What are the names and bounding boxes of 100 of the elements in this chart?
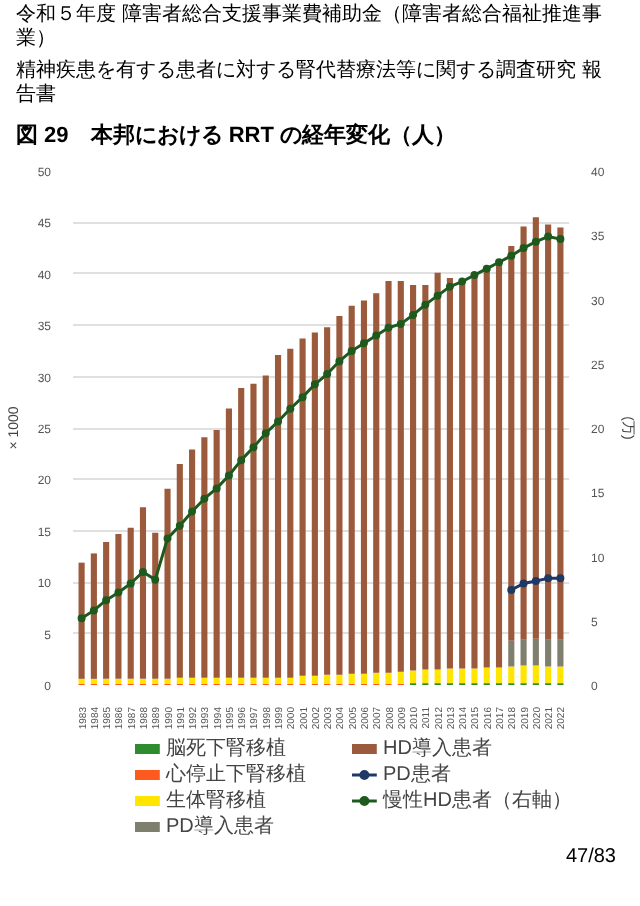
point bbox=[274, 417, 283, 426]
bar bbox=[520, 665, 527, 684]
bar bbox=[262, 375, 269, 679]
bar bbox=[103, 679, 110, 685]
point bbox=[224, 471, 233, 480]
bar bbox=[225, 678, 232, 685]
bar bbox=[459, 281, 466, 669]
point bbox=[151, 576, 160, 584]
text: 47/83 bbox=[565, 846, 616, 871]
point bbox=[114, 588, 123, 597]
bar bbox=[410, 670, 417, 684]
bar bbox=[373, 673, 380, 685]
bar bbox=[90, 553, 97, 680]
point bbox=[519, 244, 528, 253]
bar bbox=[373, 293, 380, 674]
bar bbox=[385, 673, 392, 685]
bar bbox=[545, 640, 552, 667]
bar bbox=[557, 227, 564, 641]
point bbox=[89, 606, 98, 615]
bar bbox=[152, 679, 159, 685]
point bbox=[347, 347, 356, 356]
point bbox=[507, 586, 516, 595]
point bbox=[556, 235, 565, 244]
bar bbox=[532, 665, 539, 684]
legend-label: HD導入患者 bbox=[383, 736, 492, 761]
bar bbox=[495, 260, 503, 668]
bar bbox=[250, 678, 257, 685]
point bbox=[519, 579, 528, 588]
bar bbox=[360, 674, 368, 685]
point bbox=[384, 324, 393, 333]
bar bbox=[545, 666, 552, 684]
point bbox=[544, 232, 553, 241]
bar bbox=[495, 667, 503, 684]
bar bbox=[164, 679, 171, 685]
bar bbox=[422, 285, 429, 670]
point bbox=[188, 507, 197, 516]
point bbox=[359, 339, 368, 348]
bar bbox=[299, 338, 306, 677]
point bbox=[286, 405, 295, 414]
bar bbox=[557, 640, 564, 667]
bar bbox=[483, 269, 490, 668]
bar bbox=[410, 285, 417, 671]
bar bbox=[127, 679, 134, 685]
chart-title: 図 29 本邦における RRT の経年変化（人） bbox=[16, 124, 457, 151]
bar bbox=[520, 226, 527, 641]
point bbox=[372, 331, 381, 340]
legend-label: 脳死下腎移植 bbox=[166, 736, 286, 761]
bar bbox=[532, 217, 539, 640]
bar bbox=[483, 667, 490, 684]
bar bbox=[274, 678, 282, 685]
bar bbox=[213, 430, 220, 679]
bar bbox=[385, 281, 392, 674]
bar bbox=[78, 563, 85, 680]
bar bbox=[164, 489, 171, 680]
bar bbox=[189, 449, 196, 679]
bar bbox=[201, 437, 208, 679]
legend-label: PD患者 bbox=[383, 762, 451, 787]
bar bbox=[90, 679, 97, 685]
legend-label: 慢性HD患者（右軸） bbox=[381, 788, 572, 813]
bar bbox=[397, 672, 404, 685]
bar bbox=[446, 668, 453, 684]
point bbox=[77, 614, 86, 623]
bar bbox=[238, 388, 245, 679]
point bbox=[249, 443, 258, 452]
bar bbox=[508, 641, 515, 667]
bar bbox=[115, 679, 122, 685]
bar bbox=[520, 640, 527, 666]
point bbox=[298, 393, 307, 402]
point bbox=[237, 456, 246, 465]
point bbox=[470, 271, 479, 280]
bar bbox=[434, 669, 441, 684]
point bbox=[482, 265, 491, 274]
point bbox=[458, 277, 467, 286]
bar bbox=[311, 332, 318, 677]
bar bbox=[446, 278, 453, 669]
point bbox=[409, 311, 418, 320]
bar bbox=[287, 349, 294, 679]
legend-label: 心停止下腎移植 bbox=[164, 762, 306, 787]
point bbox=[138, 568, 147, 577]
point bbox=[544, 574, 553, 583]
bar bbox=[287, 678, 294, 685]
bar bbox=[201, 678, 208, 685]
bar bbox=[508, 666, 515, 684]
point bbox=[212, 484, 221, 493]
bar bbox=[262, 678, 269, 685]
point bbox=[556, 574, 565, 583]
bar bbox=[103, 542, 110, 680]
point bbox=[445, 283, 454, 292]
bar bbox=[397, 281, 404, 673]
bar bbox=[348, 674, 355, 685]
bar bbox=[78, 679, 85, 685]
point bbox=[433, 292, 442, 301]
bar bbox=[471, 275, 478, 669]
point bbox=[335, 357, 344, 366]
bar bbox=[508, 246, 515, 642]
bar bbox=[348, 306, 355, 675]
bar bbox=[471, 668, 478, 684]
bar bbox=[299, 676, 306, 685]
bar bbox=[324, 327, 331, 676]
bar bbox=[213, 678, 220, 685]
